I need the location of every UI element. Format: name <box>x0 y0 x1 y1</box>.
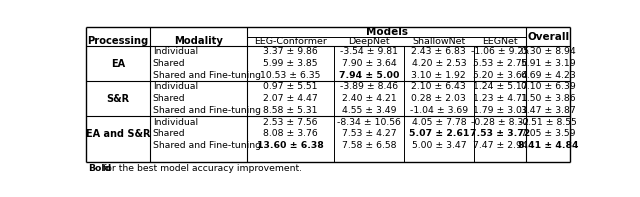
Text: 2.10 ± 6.43: 2.10 ± 6.43 <box>412 82 466 91</box>
Text: Shared: Shared <box>153 94 186 103</box>
Text: 0.10 ± 6.39: 0.10 ± 6.39 <box>521 82 575 91</box>
Text: Overall: Overall <box>527 32 569 42</box>
Text: S&R: S&R <box>106 94 129 104</box>
Text: Modality: Modality <box>173 36 223 46</box>
Text: 5.00 ± 3.47: 5.00 ± 3.47 <box>412 141 466 150</box>
Text: 4.05 ± 7.78: 4.05 ± 7.78 <box>412 118 466 126</box>
Text: Processing: Processing <box>87 36 148 46</box>
Text: 2.53 ± 7.56: 2.53 ± 7.56 <box>263 118 317 126</box>
Text: -1.04 ± 3.69: -1.04 ± 3.69 <box>410 106 468 115</box>
Text: ShallowNet: ShallowNet <box>412 37 465 46</box>
Text: 6.69 ± 4.23: 6.69 ± 4.23 <box>521 71 575 80</box>
Text: 5.07 ± 2.61: 5.07 ± 2.61 <box>408 129 469 138</box>
Text: 5.99 ± 3.85: 5.99 ± 3.85 <box>263 59 317 68</box>
Text: 7.53 ± 3.72: 7.53 ± 3.72 <box>470 129 530 138</box>
Text: 13.60 ± 6.38: 13.60 ± 6.38 <box>257 141 324 150</box>
Text: DeepNet: DeepNet <box>348 37 390 46</box>
Text: 3.37 ± 9.86: 3.37 ± 9.86 <box>263 47 318 56</box>
Text: 8.08 ± 3.76: 8.08 ± 3.76 <box>263 129 318 138</box>
Text: 4.20 ± 2.53: 4.20 ± 2.53 <box>412 59 466 68</box>
Text: 1.50 ± 3.86: 1.50 ± 3.86 <box>521 94 575 103</box>
Text: Shared: Shared <box>153 129 186 138</box>
Text: EA: EA <box>111 59 125 69</box>
Text: 7.90 ± 3.64: 7.90 ± 3.64 <box>342 59 396 68</box>
Text: for the best model accuracy improvement.: for the best model accuracy improvement. <box>100 164 302 173</box>
Text: Models: Models <box>365 27 408 37</box>
Text: 0.30 ± 8.94: 0.30 ± 8.94 <box>521 47 575 56</box>
Text: Shared and Fine-tuning: Shared and Fine-tuning <box>153 106 261 115</box>
Text: -3.54 ± 9.81: -3.54 ± 9.81 <box>340 47 398 56</box>
Text: 4.55 ± 3.49: 4.55 ± 3.49 <box>342 106 396 115</box>
Text: Individual: Individual <box>153 82 198 91</box>
Text: EEG-Conformer: EEG-Conformer <box>254 37 327 46</box>
Text: 5.53 ± 2.76: 5.53 ± 2.76 <box>473 59 527 68</box>
Text: 8.41 ± 4.84: 8.41 ± 4.84 <box>518 141 579 150</box>
Text: -1.06 ± 9.25: -1.06 ± 9.25 <box>471 47 529 56</box>
Text: 2.43 ± 6.83: 2.43 ± 6.83 <box>412 47 466 56</box>
Text: EEGNet: EEGNet <box>482 37 518 46</box>
Text: 7.58 ± 6.58: 7.58 ± 6.58 <box>342 141 396 150</box>
Text: Individual: Individual <box>153 47 198 56</box>
Text: 3.47 ± 3.87: 3.47 ± 3.87 <box>521 106 575 115</box>
Text: 0.97 ± 5.51: 0.97 ± 5.51 <box>263 82 317 91</box>
Text: 2.07 ± 4.47: 2.07 ± 4.47 <box>263 94 318 103</box>
Text: -0.51 ± 8.55: -0.51 ± 8.55 <box>519 118 577 126</box>
Text: 10.53 ± 6.35: 10.53 ± 6.35 <box>260 71 321 80</box>
Text: -0.28 ± 8.32: -0.28 ± 8.32 <box>471 118 529 126</box>
Text: 1.24 ± 5.17: 1.24 ± 5.17 <box>473 82 527 91</box>
Text: 3.10 ± 1.92: 3.10 ± 1.92 <box>412 71 466 80</box>
Text: Shared and Fine-tuning: Shared and Fine-tuning <box>153 71 261 80</box>
Text: 0.28 ± 2.03: 0.28 ± 2.03 <box>412 94 466 103</box>
Text: 2.40 ± 4.21: 2.40 ± 4.21 <box>342 94 396 103</box>
Text: Individual: Individual <box>153 118 198 126</box>
Text: -8.34 ± 10.56: -8.34 ± 10.56 <box>337 118 401 126</box>
Text: Shared: Shared <box>153 59 186 68</box>
Text: 5.20 ± 3.64: 5.20 ± 3.64 <box>473 71 527 80</box>
Text: 1.23 ± 4.71: 1.23 ± 4.71 <box>473 94 527 103</box>
Text: 5.91 ± 3.19: 5.91 ± 3.19 <box>521 59 575 68</box>
Text: 7.94 ± 5.00: 7.94 ± 5.00 <box>339 71 399 80</box>
Text: Bold: Bold <box>88 164 111 173</box>
Text: EA and S&R: EA and S&R <box>86 129 150 139</box>
Text: 8.58 ± 5.31: 8.58 ± 5.31 <box>263 106 317 115</box>
Text: 1.79 ± 3.01: 1.79 ± 3.01 <box>473 106 527 115</box>
Text: 7.47 ± 2.94: 7.47 ± 2.94 <box>473 141 527 150</box>
Text: 7.05 ± 3.59: 7.05 ± 3.59 <box>521 129 575 138</box>
Text: -3.89 ± 8.46: -3.89 ± 8.46 <box>340 82 398 91</box>
Text: 7.53 ± 4.27: 7.53 ± 4.27 <box>342 129 396 138</box>
Text: Shared and Fine-tuning: Shared and Fine-tuning <box>153 141 261 150</box>
